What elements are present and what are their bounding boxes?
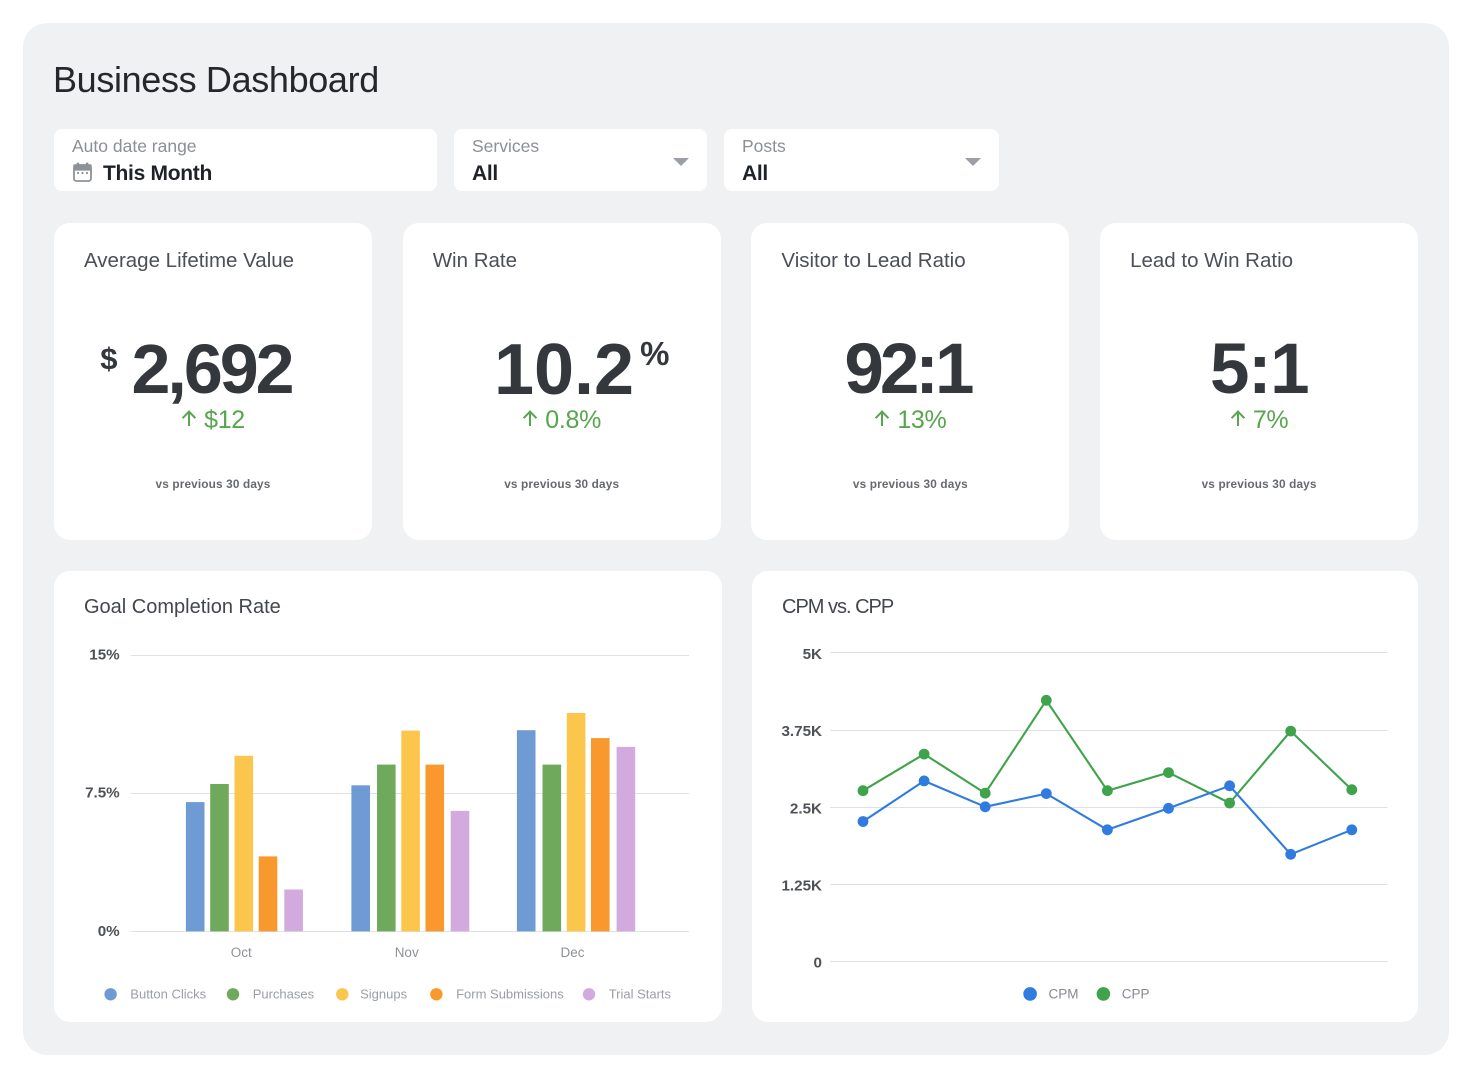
- svg-text:Form Submissions: Form Submissions: [456, 987, 564, 1002]
- svg-text:1.25K: 1.25K: [781, 878, 822, 895]
- svg-text:3.75K: 3.75K: [781, 723, 822, 740]
- svg-text:5K: 5K: [803, 646, 822, 663]
- svg-text:CPM: CPM: [1049, 987, 1079, 1002]
- svg-text:CPP: CPP: [1122, 987, 1150, 1002]
- svg-text:Dec: Dec: [560, 945, 584, 960]
- svg-text:2.5K: 2.5K: [790, 800, 822, 817]
- svg-text:Trial Starts: Trial Starts: [609, 987, 672, 1002]
- svg-text:Nov: Nov: [395, 945, 419, 960]
- svg-text:Oct: Oct: [231, 945, 252, 960]
- svg-text:Signups: Signups: [360, 987, 407, 1002]
- svg-text:7.5%: 7.5%: [85, 785, 120, 802]
- svg-text:0: 0: [814, 955, 822, 972]
- svg-text:15%: 15%: [89, 647, 120, 664]
- svg-text:Purchases: Purchases: [253, 987, 315, 1002]
- svg-text:Button Clicks: Button Clicks: [130, 987, 206, 1002]
- svg-text:0%: 0%: [98, 923, 120, 940]
